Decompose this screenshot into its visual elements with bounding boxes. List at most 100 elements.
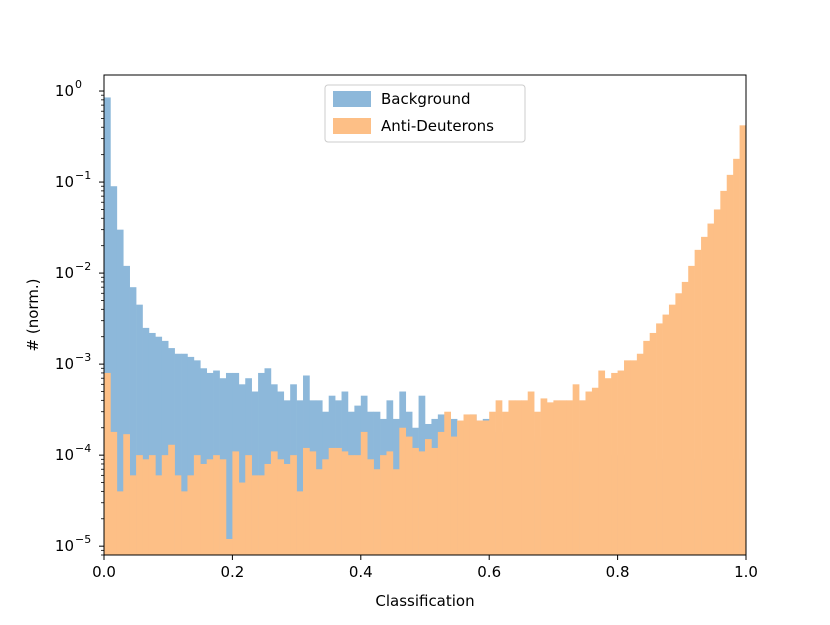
anti-deuteron-bar-36 (335, 447, 342, 555)
anti-deuteron-bar-96 (720, 190, 728, 555)
anti-deuteron-bar-94 (707, 223, 715, 555)
y-tick-label-3: 10 (55, 264, 74, 282)
anti-deuteron-bar-45 (392, 469, 400, 555)
anti-deuteron-bar-37 (341, 451, 349, 555)
anti-deuteron-bar-61 (495, 400, 503, 555)
y-tick-exponent-4: −1 (75, 169, 91, 182)
background-bar-7 (148, 332, 156, 555)
anti-deuteron-bar-56 (463, 414, 471, 555)
anti-deuteron-bar-20 (232, 451, 240, 555)
anti-deuteron-bar-78 (604, 378, 612, 555)
x-tick-label-5: 1.0 (734, 563, 758, 581)
anti-deuteron-bar-18 (219, 459, 227, 555)
anti-deuteron-bar-79 (611, 372, 618, 555)
anti-deuteron-bar-54 (450, 436, 458, 555)
legend-label-anti-deuterons: Anti-Deuterons (381, 117, 494, 135)
anti-deuteron-bar-77 (598, 370, 606, 555)
anti-deuteron-bar-58 (476, 420, 484, 555)
background-bar-5 (136, 304, 143, 555)
anti-deuteron-bar-42 (373, 469, 381, 555)
legend: Background Anti-Deuterons (324, 84, 526, 143)
anti-deuteron-bar-29 (290, 455, 297, 555)
y-tick-exponent-3: −2 (75, 260, 91, 273)
anti-deuteron-bar-59 (482, 420, 490, 555)
anti-deuteron-bar-47 (405, 436, 413, 555)
legend-swatch-anti-deuterons (333, 118, 371, 134)
anti-deuteron-bar-93 (701, 236, 708, 556)
anti-deuteron-bar-71 (559, 400, 567, 555)
background-bar-30 (296, 400, 304, 555)
anti-deuteron-bar-66 (527, 391, 535, 555)
anti-deuteron-bar-40 (360, 431, 368, 555)
anti-deuteron-bar-21 (238, 482, 246, 555)
anti-deuteron-bar-82 (630, 360, 638, 555)
anti-deuteron-bar-68 (540, 398, 548, 555)
anti-deuteron-bar-64 (514, 400, 522, 555)
background-bar-4 (129, 287, 137, 555)
anti-deuteron-bar-70 (553, 400, 561, 555)
anti-deuteron-bar-24 (258, 475, 265, 555)
background-bar-25 (264, 368, 272, 555)
anti-deuteron-bar-84 (643, 340, 650, 555)
background-bar-24 (258, 372, 265, 555)
anti-deuteron-bar-8 (155, 475, 163, 555)
anti-deuteron-bar-60 (489, 411, 496, 555)
background-bar-3 (123, 265, 130, 555)
anti-deuteron-bar-12 (181, 491, 188, 555)
anti-deuteron-bar-41 (367, 459, 374, 555)
anti-deuteron-bar-81 (624, 360, 631, 555)
anti-deuteron-bar-48 (412, 447, 419, 555)
y-axis-label: # (norm.) (24, 278, 42, 351)
anti-deuteron-bar-35 (328, 447, 336, 555)
background-bar-23 (251, 391, 259, 555)
anti-deuteron-bar-38 (347, 455, 355, 555)
background-bar-12 (181, 353, 188, 555)
anti-deuteron-bar-62 (502, 411, 509, 555)
anti-deuteron-bar-75 (585, 391, 593, 555)
background-bar-13 (187, 356, 195, 555)
anti-deuteron-bar-2 (116, 491, 124, 555)
anti-deuteron-bar-90 (681, 281, 689, 555)
anti-deuteron-bar-88 (668, 304, 676, 555)
anti-deuteron-bar-46 (399, 427, 407, 555)
background-bar-19 (225, 372, 233, 555)
anti-deuteron-bar-89 (675, 293, 683, 555)
anti-deuteron-bar-73 (572, 384, 580, 555)
x-tick-label-0: 0.0 (92, 563, 116, 581)
legend-label-background: Background (381, 90, 471, 108)
anti-deuteron-bar-1 (110, 431, 118, 555)
anti-deuteron-bar-17 (213, 455, 220, 555)
background-bar-11 (174, 353, 182, 555)
y-tick-exponent-0: −5 (75, 533, 91, 546)
anti-deuteron-bar-72 (566, 400, 573, 555)
anti-deuteron-bar-9 (161, 455, 169, 555)
anti-deuteron-bar-0 (104, 372, 111, 555)
anti-deuteron-bar-31 (303, 447, 310, 555)
anti-deuteron-bar-74 (579, 400, 586, 555)
x-axis-ticks: 0.0 0.2 0.4 0.6 0.8 1.0 (92, 555, 758, 581)
legend-swatch-background (333, 91, 371, 107)
anti-deuteron-bar-39 (354, 455, 362, 555)
background-bar-21 (238, 384, 246, 555)
y-tick-label-1: 10 (55, 446, 74, 464)
anti-deuteron-bars (104, 125, 747, 556)
anti-deuteron-bar-19 (225, 538, 233, 555)
anti-deuteron-bar-51 (431, 447, 439, 555)
anti-deuteron-bar-69 (546, 402, 554, 555)
anti-deuteron-bar-30 (296, 491, 304, 555)
anti-deuteron-bar-50 (425, 439, 432, 555)
anti-deuteron-bar-13 (187, 475, 195, 555)
background-bar-9 (161, 340, 169, 555)
anti-deuteron-bar-91 (688, 265, 695, 555)
plot-frame (103, 74, 747, 556)
anti-deuteron-bar-63 (508, 400, 516, 555)
anti-deuteron-bar-76 (591, 387, 599, 555)
anti-deuteron-bar-53 (444, 411, 451, 555)
y-tick-label-0: 10 (55, 537, 74, 555)
x-axis-label: Classification (375, 592, 474, 610)
anti-deuteron-bar-44 (386, 451, 394, 555)
y-tick-exponent-2: −3 (75, 351, 91, 364)
anti-deuteron-bar-52 (437, 431, 445, 555)
anti-deuteron-bar-28 (283, 463, 291, 555)
